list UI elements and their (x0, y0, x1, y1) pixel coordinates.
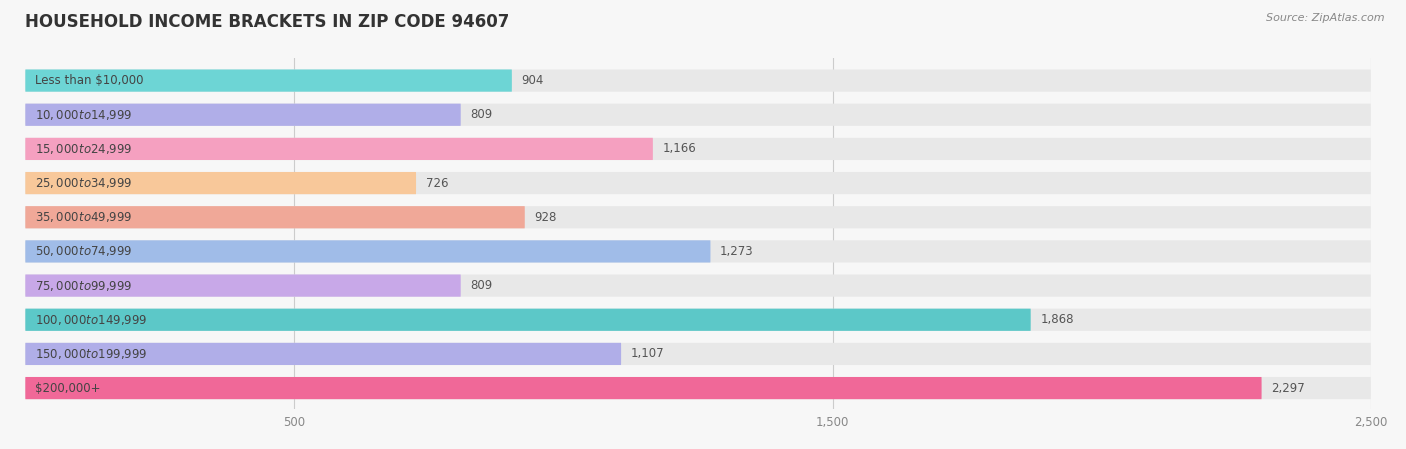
Text: 1,273: 1,273 (720, 245, 754, 258)
FancyBboxPatch shape (25, 377, 1371, 399)
FancyBboxPatch shape (25, 343, 621, 365)
Text: $100,000 to $149,999: $100,000 to $149,999 (35, 313, 148, 327)
Text: 726: 726 (426, 176, 449, 189)
Text: $35,000 to $49,999: $35,000 to $49,999 (35, 210, 132, 224)
Text: $75,000 to $99,999: $75,000 to $99,999 (35, 278, 132, 293)
Text: 904: 904 (522, 74, 544, 87)
Text: $150,000 to $199,999: $150,000 to $199,999 (35, 347, 148, 361)
Text: 1,166: 1,166 (662, 142, 696, 155)
FancyBboxPatch shape (25, 70, 512, 92)
FancyBboxPatch shape (25, 377, 1261, 399)
FancyBboxPatch shape (25, 308, 1031, 331)
Text: 809: 809 (471, 108, 492, 121)
FancyBboxPatch shape (25, 104, 461, 126)
FancyBboxPatch shape (25, 240, 710, 263)
Text: 1,868: 1,868 (1040, 313, 1074, 326)
FancyBboxPatch shape (25, 240, 1371, 263)
FancyBboxPatch shape (25, 274, 1371, 297)
Text: 1,107: 1,107 (631, 348, 665, 361)
FancyBboxPatch shape (25, 172, 416, 194)
FancyBboxPatch shape (25, 70, 1371, 92)
Text: HOUSEHOLD INCOME BRACKETS IN ZIP CODE 94607: HOUSEHOLD INCOME BRACKETS IN ZIP CODE 94… (25, 13, 510, 31)
FancyBboxPatch shape (25, 343, 1371, 365)
FancyBboxPatch shape (25, 172, 1371, 194)
Text: $25,000 to $34,999: $25,000 to $34,999 (35, 176, 132, 190)
Text: Less than $10,000: Less than $10,000 (35, 74, 143, 87)
FancyBboxPatch shape (25, 206, 1371, 229)
FancyBboxPatch shape (25, 274, 461, 297)
Text: $200,000+: $200,000+ (35, 382, 100, 395)
Text: Source: ZipAtlas.com: Source: ZipAtlas.com (1267, 13, 1385, 23)
Text: 2,297: 2,297 (1271, 382, 1305, 395)
FancyBboxPatch shape (25, 104, 1371, 126)
Text: $50,000 to $74,999: $50,000 to $74,999 (35, 244, 132, 259)
Text: 809: 809 (471, 279, 492, 292)
Text: $15,000 to $24,999: $15,000 to $24,999 (35, 142, 132, 156)
Text: $10,000 to $14,999: $10,000 to $14,999 (35, 108, 132, 122)
FancyBboxPatch shape (25, 308, 1371, 331)
FancyBboxPatch shape (25, 138, 1371, 160)
FancyBboxPatch shape (25, 206, 524, 229)
Text: 928: 928 (534, 211, 557, 224)
FancyBboxPatch shape (25, 138, 652, 160)
